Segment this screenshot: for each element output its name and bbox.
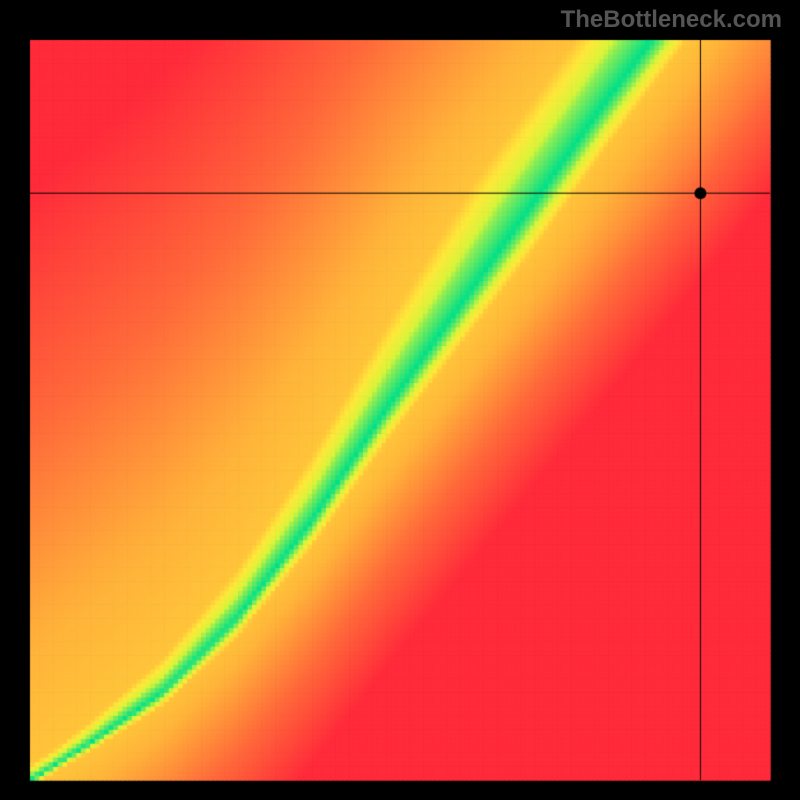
chart-container: TheBottleneck.com <box>0 0 800 800</box>
watermark-text: TheBottleneck.com <box>561 6 782 34</box>
bottleneck-heatmap <box>0 0 800 800</box>
